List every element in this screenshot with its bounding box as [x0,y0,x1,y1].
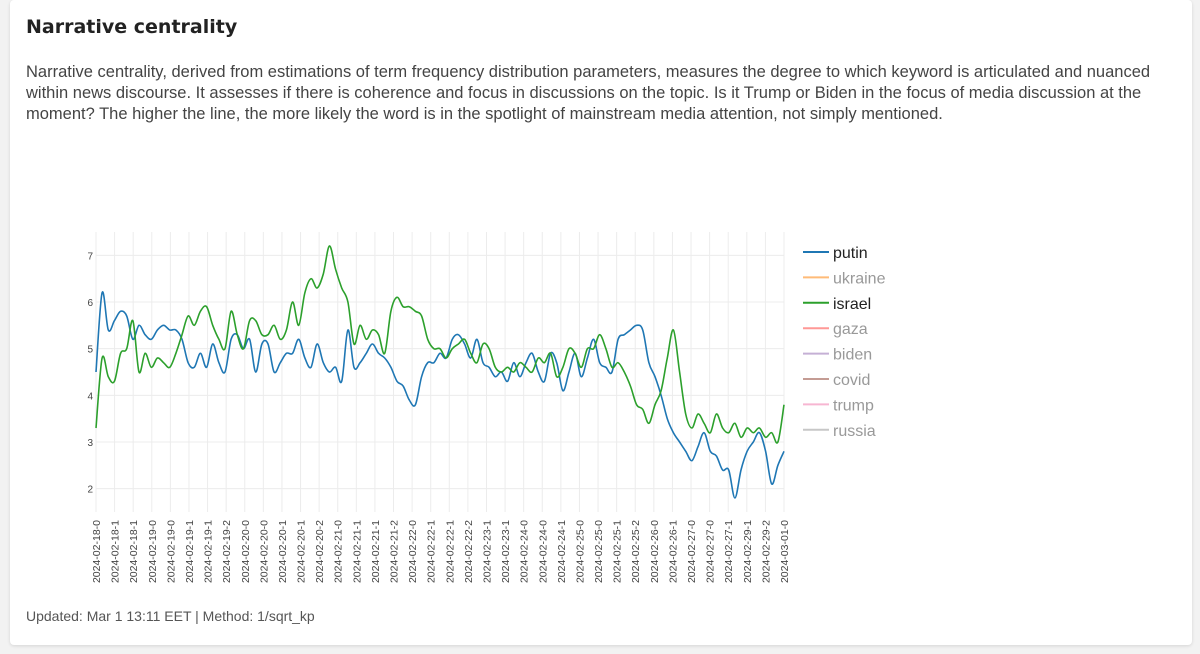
x-tick-label: 2024-02-21-1 [370,520,382,583]
x-tick-label: 2024-02-19-1 [203,520,215,583]
legend-label: covid [833,372,870,389]
legend-item-putin[interactable]: putin [803,245,868,262]
y-tick-label: 7 [87,251,93,262]
legend-item-ukraine[interactable]: ukraine [803,270,886,287]
x-tick-label: 2024-02-27-0 [705,520,717,583]
legend-item-trump[interactable]: trump [803,397,874,414]
y-tick-label: 6 [87,298,93,309]
x-tick-label: 2024-02-25-1 [612,520,624,583]
legend-label: russia [833,423,876,440]
x-tick-label: 2024-02-18-0 [91,520,103,583]
y-tick-label: 5 [87,345,93,356]
x-tick-label: 2024-02-20-0 [258,520,270,583]
x-tick-label: 2024-02-22-1 [444,520,456,583]
y-tick-label: 4 [87,391,93,402]
x-axis: 2024-02-18-0 2024-02-18-1 2024-02-18-1 2024… [91,520,791,583]
y-axis: 2 3 4 5 6 7 [87,251,93,495]
x-tick-label: 2024-02-25-0 [574,520,586,583]
x-tick-label: 2024-02-24-1 [556,520,568,583]
legend-label: gaza [833,321,868,338]
series-line-israel[interactable] [95,245,785,444]
x-tick-label: 2024-02-25-2 [630,520,642,583]
legend-item-gaza[interactable]: gaza [803,321,868,338]
page-title: Narrative centrality [26,16,238,38]
legend-label: putin [833,245,868,262]
update-info: Updated: Mar 1 13:11 EET | Method: 1/sqr… [26,608,315,624]
x-tick-label: 2024-02-22-1 [426,520,438,583]
y-tick-label: 3 [87,438,93,449]
x-tick-label: 2024-02-23-1 [481,520,493,583]
x-tick-label: 2024-02-29-2 [760,520,772,583]
legend-label: biden [833,347,872,364]
y-tick-label: 2 [87,485,93,496]
x-tick-label: 2024-02-21-1 [351,520,363,583]
x-tick-label: 2024-02-19-1 [184,520,196,583]
x-tick-label: 2024-02-22-2 [463,520,475,583]
x-tick-label: 2024-02-19-0 [165,520,177,583]
chart-plot-area[interactable] [95,245,785,499]
chart-description: Narrative centrality, derived from estim… [26,63,1151,123]
x-tick-label: 2024-02-20-1 [277,520,289,583]
x-tick-label: 2024-03-01-0 [779,520,791,583]
x-tick-label: 2024-02-21-2 [389,520,401,583]
x-tick-label: 2024-02-26-1 [667,520,679,583]
x-tick-label: 2024-02-29-1 [742,520,754,583]
legend-item-biden[interactable]: biden [803,347,872,364]
x-tick-label: 2024-02-20-1 [296,520,308,583]
series-line-putin[interactable] [95,291,785,499]
legend-label: trump [833,397,874,414]
x-tick-label: 2024-02-27-1 [723,520,735,583]
chart-card: Narrative centrality Narrative centralit… [10,0,1192,645]
legend-item-russia[interactable]: russia [803,423,876,440]
x-tick-label: 2024-02-27-0 [686,520,698,583]
legend-item-covid[interactable]: covid [803,372,870,389]
x-tick-label: 2024-02-20-2 [314,520,326,583]
legend-label: ukraine [833,270,886,287]
x-tick-label: 2024-02-19-2 [221,520,233,583]
x-tick-label: 2024-02-18-1 [110,520,122,583]
chart-legend[interactable]: putin ukraine israel gaza biden covid trump rus… [803,245,886,440]
chart-grid [95,232,785,512]
x-tick-label: 2024-02-22-0 [407,520,419,583]
legend-item-israel[interactable]: israel [803,296,871,313]
x-tick-label: 2024-02-24-0 [519,520,531,583]
legend-label: israel [833,296,871,313]
x-tick-label: 2024-02-21-0 [333,520,345,583]
x-tick-label: 2024-02-19-0 [147,520,159,583]
x-tick-label: 2024-02-25-0 [593,520,605,583]
x-tick-label: 2024-02-23-1 [500,520,512,583]
x-tick-label: 2024-02-24-0 [537,520,549,583]
x-tick-label: 2024-02-26-0 [649,520,661,583]
x-tick-label: 2024-02-20-0 [240,520,252,583]
x-tick-label: 2024-02-18-1 [128,520,140,583]
